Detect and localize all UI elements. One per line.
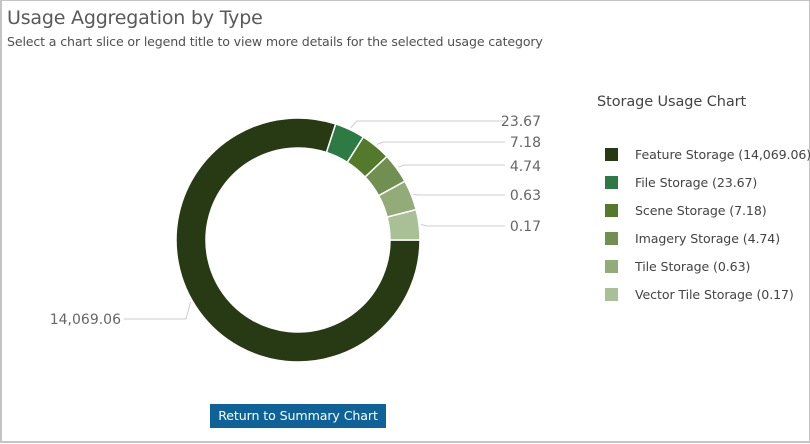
legend-swatch [605, 147, 618, 161]
slice-label-file-storage: 23.67 [501, 114, 541, 130]
slice-label-tile-storage: 0.63 [510, 188, 541, 204]
leader-line [398, 164, 505, 168]
donut-slice-feature-storage[interactable] [175, 117, 421, 363]
leader-line [350, 120, 505, 129]
donut-slices [175, 117, 421, 363]
legend-item-label[interactable]: Scene Storage (7.18) [635, 202, 767, 218]
page-subtitle: Select a chart slice or legend title to … [7, 34, 543, 49]
leader-line [420, 223, 505, 227]
legend-swatch [605, 287, 618, 301]
legend-item-file-storage[interactable]: File Storage (23.67) [605, 168, 810, 196]
legend-item-imagery-storage[interactable]: Imagery Storage (4.74) [605, 224, 810, 252]
legend-swatch [605, 203, 618, 217]
leader-line [376, 141, 505, 145]
legend-item-label[interactable]: Tile Storage (0.63) [635, 258, 751, 274]
leader-line [413, 193, 505, 196]
slice-value-labels: 14,069.06 23.67 7.18 4.74 0.63 0.17 [50, 114, 541, 328]
label-leader-lines [124, 120, 505, 320]
return-to-summary-chart-button[interactable]: Return to Summary Chart [210, 404, 386, 428]
leader-line [124, 301, 192, 320]
legend-swatch [605, 175, 618, 189]
legend-swatch [605, 259, 618, 273]
legend-item-label[interactable]: Imagery Storage (4.74) [635, 230, 781, 246]
legend-item-label[interactable]: Feature Storage (14,069.06) [635, 146, 810, 162]
slice-label-imagery-storage: 4.74 [510, 159, 541, 175]
legend-item-tile-storage[interactable]: Tile Storage (0.63) [605, 252, 810, 280]
page-title: Usage Aggregation by Type [7, 7, 263, 29]
donut-slice-vector-tile-storage[interactable] [386, 208, 421, 241]
legend-item-scene-storage[interactable]: Scene Storage (7.18) [605, 196, 810, 224]
slice-label-scene-storage: 7.18 [510, 135, 541, 151]
legend-item-vector-tile-storage[interactable]: Vector Tile Storage (0.17) [605, 280, 810, 308]
legend-title: Storage Usage Chart [597, 94, 747, 110]
chart-legend: Storage Usage Chart Feature Storage (14,… [597, 94, 810, 308]
legend-swatch [605, 231, 618, 245]
slice-label-vector-tile-storage: 0.17 [510, 219, 541, 235]
legend-item-feature-storage[interactable]: Feature Storage (14,069.06) [605, 140, 810, 168]
legend-item-label[interactable]: File Storage (23.67) [635, 174, 758, 190]
legend-item-label[interactable]: Vector Tile Storage (0.17) [635, 286, 794, 302]
slice-label-feature-storage: 14,069.06 [50, 312, 121, 328]
